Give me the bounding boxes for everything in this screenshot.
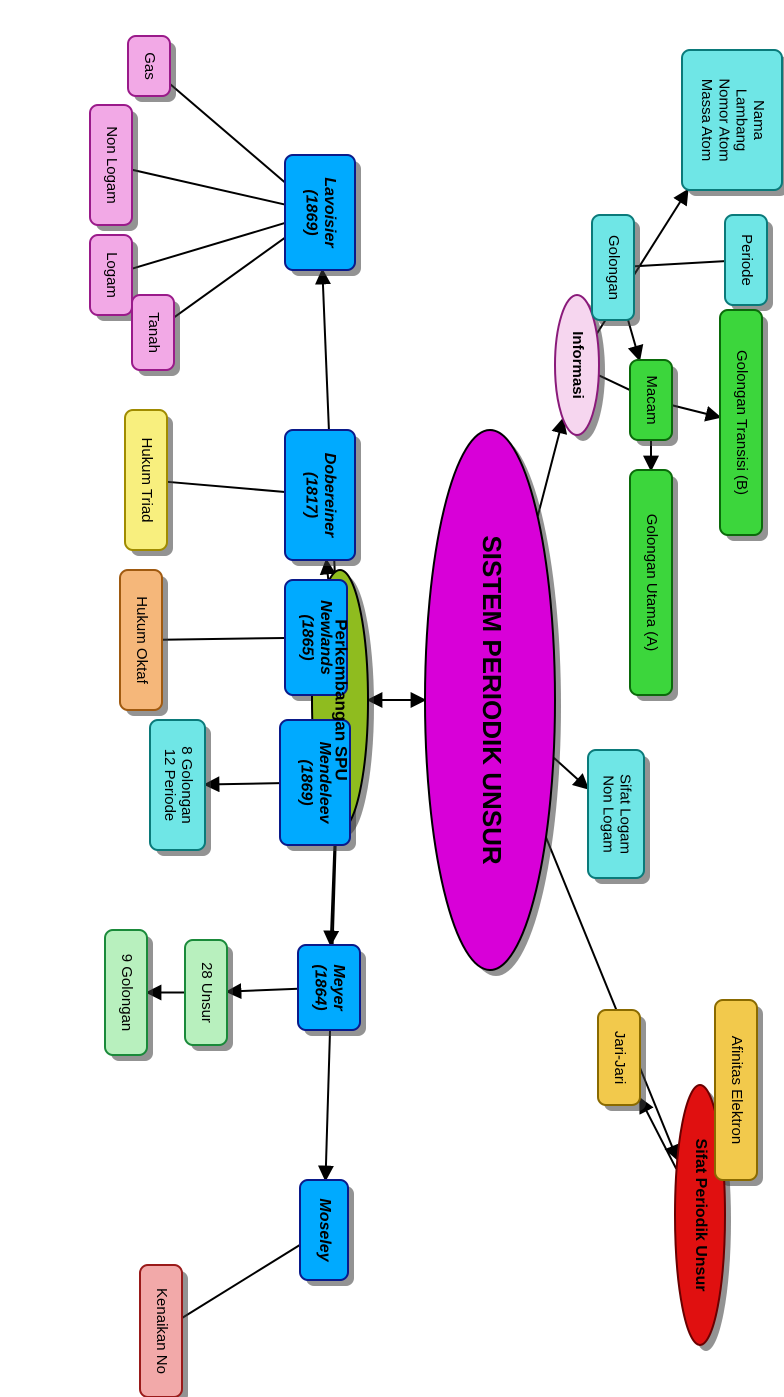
edge-dobereiner-triad	[167, 482, 285, 492]
label-identitas-2: Nomor Atom	[715, 78, 732, 161]
edge-newlands-oktaf	[162, 638, 285, 640]
label-kenaikan: Kenaikan No	[153, 1288, 170, 1374]
edge-golongan-periode	[634, 261, 725, 266]
label-sifatlogam-1: Non Logam	[599, 775, 616, 853]
label-newlands-1: (1865)	[299, 614, 316, 660]
label-lavoisier-1: (1869)	[303, 189, 320, 235]
label-unsur28: 28 Unsur	[198, 962, 215, 1023]
edge-meyer-unsur28	[227, 989, 298, 992]
label-gol812-1: 12 Periode	[161, 749, 178, 822]
label-identitas-0: Nama	[750, 100, 767, 141]
label-identitas-3: Massa Atom	[698, 79, 715, 162]
label-center: SISTEM PERIODIK UNSUR	[477, 535, 507, 865]
label-gol812-0: 8 Golongan	[178, 746, 195, 824]
edge-center-informasi	[538, 419, 563, 516]
label-moseley: Moseley	[316, 1198, 333, 1262]
label-lavoisier-0: Lavoisier	[321, 177, 338, 248]
edge-lavoisier-logam	[132, 223, 285, 269]
label-sifatperiodik: Sifat Periodik Unsur	[692, 1139, 709, 1292]
edge-macam-transisi	[672, 405, 720, 417]
edge-moseley-kenaikan	[182, 1245, 300, 1318]
label-golongan: Golongan	[605, 235, 622, 300]
label-meyer-0: Meyer	[330, 964, 347, 1011]
edge-lavoisier-tanah	[174, 238, 285, 318]
label-newlands-0: Newlands	[317, 600, 334, 675]
label-jarijari: Jari-Jari	[611, 1031, 628, 1084]
label-nonlogam: Non Logam	[103, 126, 120, 204]
label-transisi: Golongan Transisi (B)	[733, 350, 750, 495]
edge-center-sifatperiodik	[546, 837, 677, 1159]
label-sifatlogam-0: Sifat Logam	[617, 774, 634, 854]
edge-lavoisier-gas	[170, 84, 285, 183]
label-triad: Hukum Triad	[138, 437, 155, 522]
edge-sifatperiodik-jarijari	[640, 1098, 677, 1169]
label-mendeleev-0: Mendeleev	[316, 742, 333, 825]
label-oktaf: Hukum Oktaf	[133, 596, 150, 684]
label-dobereiner-0: Dobereiner	[321, 453, 338, 538]
label-utama: Golongan Utama (A)	[643, 514, 660, 652]
label-gol9: 9 Golongan	[118, 954, 135, 1032]
label-gas: Gas	[141, 52, 158, 80]
label-dobereiner-1: (1817)	[303, 472, 320, 518]
label-informasi: Informasi	[569, 331, 586, 399]
edge-lavoisier-nonlogam	[132, 170, 285, 205]
label-periode: Periode	[738, 234, 755, 286]
label-tanah: Tanah	[145, 312, 162, 353]
label-identitas-1: Lambang	[733, 89, 750, 152]
label-macam: Macam	[643, 375, 660, 424]
label-logam: Logam	[103, 252, 120, 298]
edge-mendeleev-gol812	[205, 783, 280, 784]
label-mendeleev-1: (1869)	[298, 759, 315, 805]
label-afinitas: Afinitas Elektron	[728, 1036, 745, 1144]
label-meyer-1: (1864)	[312, 964, 329, 1010]
